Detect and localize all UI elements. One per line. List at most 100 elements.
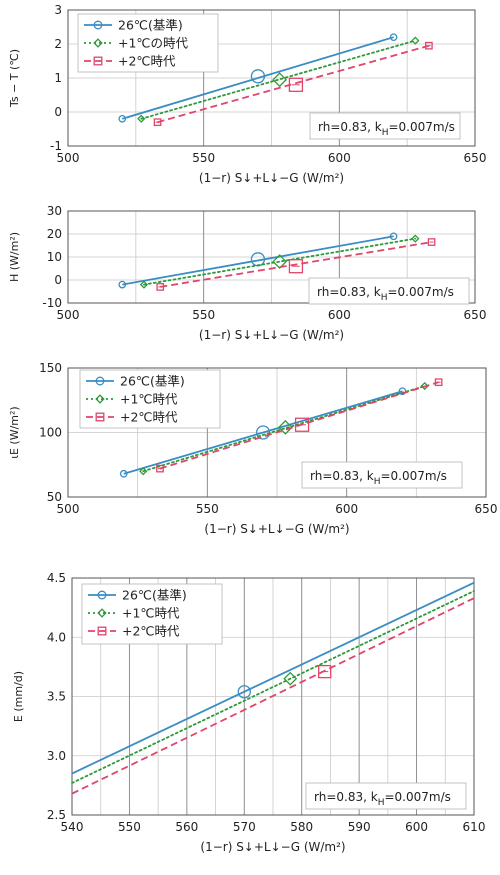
annotation-tail: =0.007m/s (388, 120, 454, 134)
x-axis-title: (1−r) S↓+L↓−G (W/m²) (199, 328, 344, 342)
series-line (122, 235, 394, 286)
x-tick-label: 570 (233, 820, 256, 834)
annotation: rh=0.83, kH=0.007m/s (301, 461, 463, 489)
x-tick-label: 600 (328, 151, 351, 165)
legend-label: 26℃(基準) (120, 374, 185, 389)
y-tick-label: -10 (42, 296, 62, 310)
series-line (157, 44, 430, 124)
y-tick-label: -1 (50, 139, 62, 153)
series-line (142, 385, 426, 473)
data-point-start (139, 280, 149, 289)
y-tick-label: 2.5 (47, 808, 66, 822)
y-tick-label: 1 (54, 71, 62, 85)
legend-marker (93, 56, 103, 66)
plot-frame (67, 210, 476, 304)
data-point-start (118, 280, 127, 289)
x-tick-label: 650 (475, 502, 498, 516)
data-point-end (425, 41, 433, 50)
series-1 (71, 581, 475, 775)
x-tick-label: 600 (328, 308, 351, 322)
data-point-start (137, 114, 146, 123)
legend-marker (97, 626, 107, 636)
y-tick-label: 10 (47, 250, 62, 264)
data-point-start (119, 469, 128, 478)
x-tick-label: 560 (175, 820, 198, 834)
legend-marker (93, 38, 103, 48)
legend-marker (95, 376, 105, 386)
data-point-highlight (277, 419, 293, 435)
series-2 (71, 590, 475, 784)
series-line (122, 36, 394, 120)
data-point-highlight (288, 77, 304, 92)
series-line (71, 597, 475, 795)
legend-marker (97, 608, 107, 618)
annotation-box (309, 112, 461, 140)
y-tick-label: 4.0 (47, 630, 66, 644)
legend: 26℃(基準) +1℃の時代 +2℃時代 (77, 13, 219, 73)
annotation-subscript: H (382, 128, 389, 138)
annotation: rh=0.83, kH=0.007m/s (305, 782, 467, 810)
annotation-text: rh=0.83, kH=0.007m/s (314, 790, 451, 808)
data-point-end (411, 36, 420, 45)
legend-label: +2℃時代 (120, 410, 178, 425)
x-axis-title: (1−r) S↓+L↓−G (W/m²) (200, 840, 345, 854)
series-1 (118, 33, 398, 123)
annotation-box (301, 461, 463, 489)
legend-label: +1℃時代 (122, 606, 180, 621)
series-line (140, 39, 417, 120)
x-tick-label: 550 (118, 820, 141, 834)
data-point-start (156, 283, 165, 291)
y-tick-label: 100 (39, 426, 62, 440)
x-tick-label: 550 (192, 151, 215, 165)
y-tick-label: 3.0 (47, 749, 66, 763)
y-axis-title: H (W/m²) (8, 232, 21, 282)
annotation-tail: =0.007m/s (380, 469, 446, 483)
chart-1: 500 550 600 650 -1 0 1 2 3 (1−r) S↓+L↓−G (W/m²) Ts… (8, 3, 486, 185)
series-line (123, 390, 403, 475)
legend-marker (97, 590, 107, 600)
chart-4: 540 550 560 570 580 590 600 610 2.5 3.0 3.5 4.0 4.5 (… (12, 571, 485, 854)
x-tick-label: 600 (405, 820, 428, 834)
y-tick-label: 150 (39, 361, 62, 375)
annotation-box (308, 277, 470, 305)
x-tick-label: 650 (464, 308, 487, 322)
legend: 26℃(基準) +1℃時代 +2℃時代 (79, 369, 221, 429)
y-axis-title: E (mm/d) (12, 671, 25, 722)
annotation-main: rh=0.83, k (310, 469, 374, 483)
series-3 (156, 238, 436, 291)
y-tick-label: 3 (54, 3, 62, 17)
annotation-main: rh=0.83, k (314, 790, 378, 804)
data-point-highlight (288, 259, 304, 274)
series-2 (137, 36, 420, 123)
x-tick-label: 500 (57, 502, 80, 516)
legend-label: +2℃時代 (122, 624, 180, 639)
annotation-main: rh=0.83, k (318, 120, 382, 134)
series-line (159, 381, 439, 470)
annotation-text: rh=0.83, kH=0.007m/s (318, 120, 455, 138)
annotation-box (305, 782, 467, 810)
y-axis-title: Ts − T (℃) (8, 49, 21, 108)
annotation-subscript: H (378, 798, 385, 808)
chart-2: 500 550 600 650 -10 0 10 20 30 (1−r) S↓+L↓−G (W/m… (8, 204, 486, 342)
data-point-start (153, 118, 162, 127)
legend: 26℃(基準) +1℃時代 +2℃時代 (81, 583, 223, 645)
data-point-start (139, 467, 148, 476)
legend-label: +2℃時代 (118, 54, 176, 69)
data-point-end (389, 33, 398, 42)
y-tick-label: 0 (54, 273, 62, 287)
y-tick-label: 4.5 (47, 571, 66, 585)
data-point-start (118, 114, 127, 123)
y-tick-label: 0 (54, 105, 62, 119)
annotation: rh=0.83, kH=0.007m/s (309, 112, 461, 140)
data-point-highlight (294, 417, 310, 432)
data-point-highlight (237, 685, 251, 699)
x-tick-label: 500 (57, 151, 80, 165)
plot-frame (71, 577, 475, 816)
annotation-subscript: H (374, 477, 381, 487)
legend-label: +1℃の時代 (118, 36, 188, 51)
y-tick-label: 50 (47, 490, 62, 504)
series-line (143, 237, 417, 286)
y-tick-label: 3.5 (47, 690, 66, 704)
series-line (71, 590, 475, 784)
